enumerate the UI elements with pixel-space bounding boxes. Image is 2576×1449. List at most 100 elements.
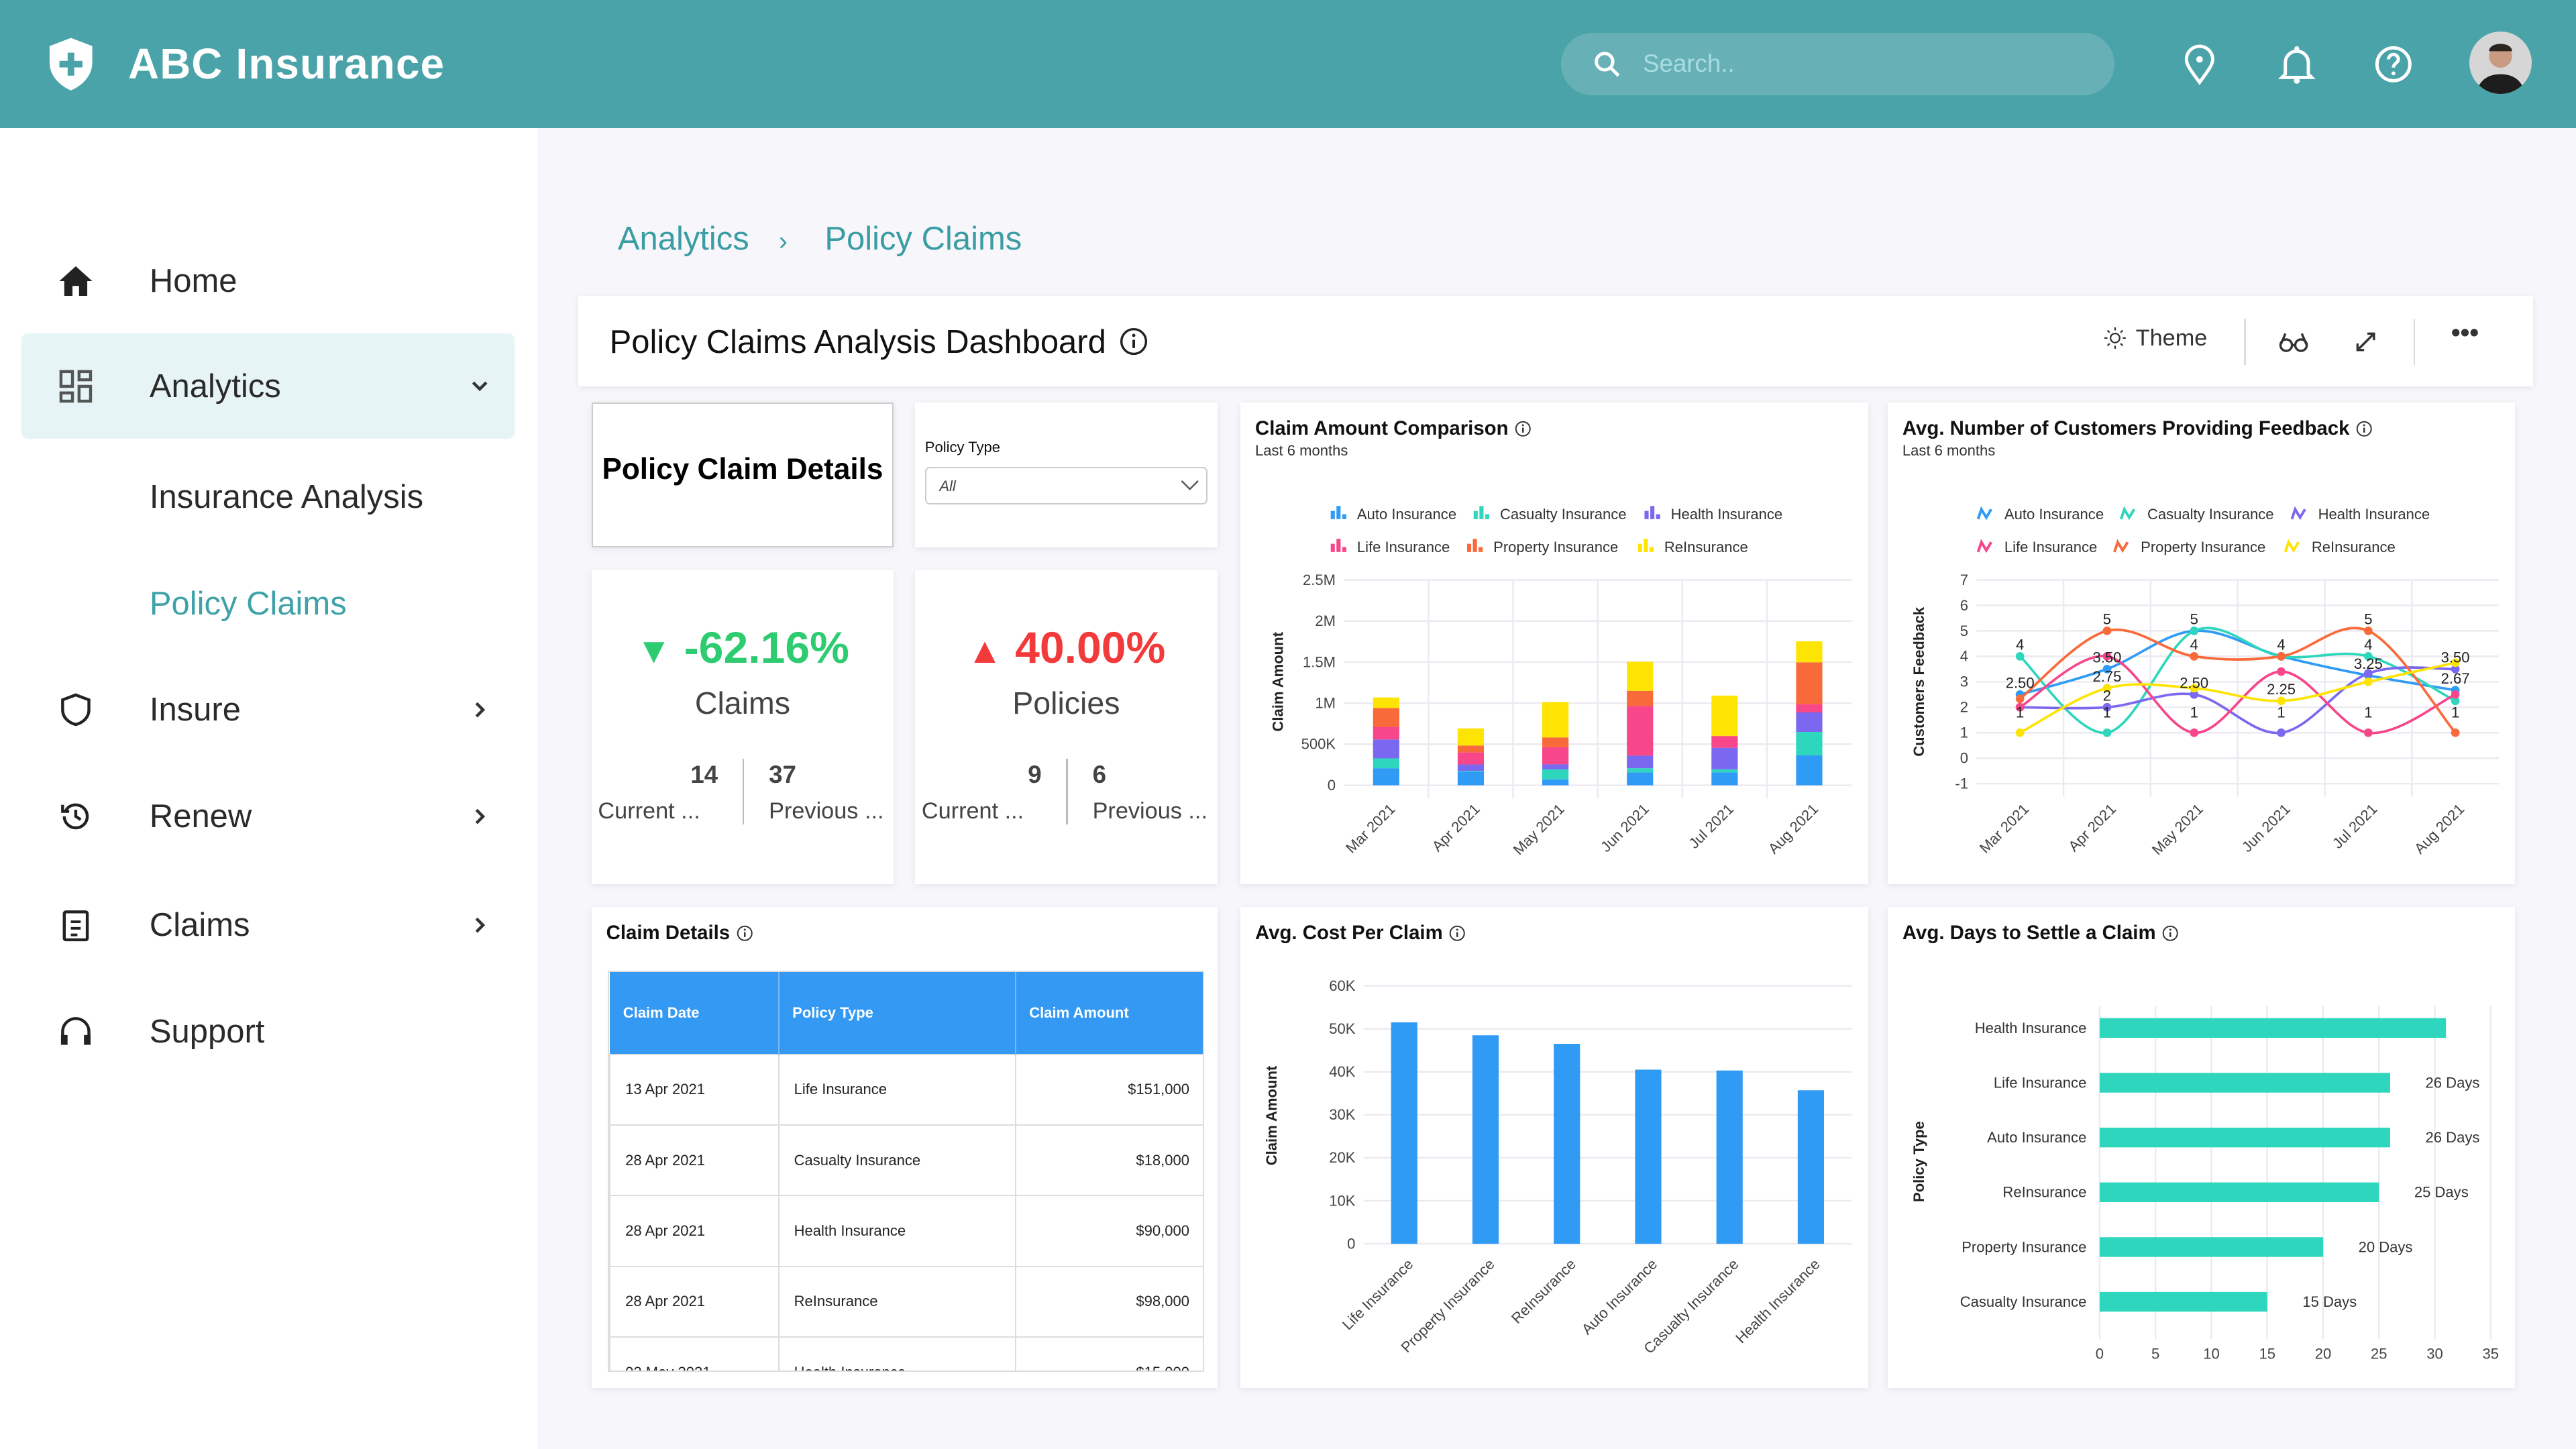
bar-segment	[1627, 706, 1654, 756]
info-icon[interactable]	[1449, 925, 1466, 941]
sidebar-item-analytics[interactable]: Analytics	[21, 333, 515, 439]
bar-segment	[1457, 745, 1485, 753]
series-line	[2019, 661, 2456, 734]
legend-item-property-insurance[interactable]: Property Insurance	[2112, 539, 2265, 555]
legend-item-auto-insurance[interactable]: Auto Insurance	[1330, 506, 1456, 523]
y-axis-title: Policy Type	[1911, 1121, 1927, 1202]
legend-item-health-insurance[interactable]: Health Insurance	[1644, 506, 1782, 523]
x-tick-label: Apr 2021	[1429, 800, 1483, 855]
data-point	[2102, 702, 2112, 712]
info-icon[interactable]	[1119, 327, 1148, 356]
column-header[interactable]: Claim Date	[610, 972, 780, 1055]
bar	[2099, 1291, 2267, 1312]
chevron-right-icon	[475, 702, 486, 718]
kpi-value: ▼ -62.16%	[592, 623, 894, 674]
sidebar-item-renew[interactable]: Renew	[21, 764, 515, 869]
y-tick-label: 5	[1960, 623, 1968, 639]
sidebar-item-home[interactable]: Home	[21, 228, 515, 333]
help-icon[interactable]	[2372, 43, 2415, 86]
y-tick-label: Casualty Insurance	[1960, 1293, 2087, 1310]
claims-table[interactable]: Claim Date Policy Type Claim Amount 13 A…	[608, 971, 1205, 1372]
legend-label: Property Insurance	[2141, 539, 2265, 555]
legend-item-casualty-insurance[interactable]: Casualty Insurance	[2119, 506, 2274, 523]
expand-icon[interactable]	[2353, 329, 2379, 355]
bar-segment	[1542, 702, 1569, 738]
policy-type-dropdown[interactable]: All	[924, 466, 1208, 504]
theme-label: Theme	[2135, 325, 2208, 351]
data-point	[2451, 728, 2460, 737]
sidebar-subitem-insurance-analysis[interactable]: Insurance Analysis	[149, 478, 424, 515]
data-label: 3.50	[2441, 649, 2470, 666]
legend-item-life-insurance[interactable]: Life Insurance	[1976, 539, 2098, 555]
legend-bar-icon	[1342, 547, 1346, 552]
breadcrumb-analytics[interactable]: Analytics	[617, 221, 749, 258]
bar-segment	[1711, 769, 1738, 773]
location-pin-icon[interactable]	[2178, 43, 2221, 86]
up-triangle-icon: ▲	[967, 631, 1003, 672]
column-header[interactable]: Claim Amount	[1015, 972, 1203, 1055]
kpi-label: Claims	[694, 686, 790, 721]
customer-feedback-chart: Avg. Number of Customers Providing Feedb…	[1887, 402, 2516, 884]
legend-item-reinsurance[interactable]: ReInsurance	[2284, 539, 2396, 555]
x-tick-label: 5	[2151, 1345, 2159, 1362]
data-point	[2277, 652, 2286, 661]
series-line	[2019, 627, 2456, 735]
x-tick-label: Jul 2021	[2329, 800, 2381, 852]
user-avatar[interactable]	[2469, 31, 2532, 94]
sidebar-item-insure[interactable]: Insure	[21, 657, 515, 763]
table-cell: Casualty Insurance	[777, 1124, 1016, 1197]
bar-segment	[1796, 712, 1823, 733]
legend-item-life-insurance[interactable]: Life Insurance	[1330, 539, 1450, 555]
info-icon[interactable]	[1515, 421, 1532, 437]
column-header[interactable]: Policy Type	[778, 972, 1016, 1055]
sidebar-item-label: Renew	[149, 798, 252, 835]
legend-item-reinsurance[interactable]: ReInsurance	[1638, 539, 1748, 555]
chart-svg: 0 10K 20K 30K 40K 50K 60K Claim Amount Life Insu…	[1263, 977, 1852, 1357]
legend-item-auto-insurance[interactable]: Auto Insurance	[1976, 506, 2104, 523]
legend-item-casualty-insurance[interactable]: Casualty Insurance	[1473, 506, 1627, 523]
table-row[interactable]: 13 Apr 2021 Life Insurance $151,000	[609, 1053, 1203, 1126]
chart-svg: 0 5 10 15 20 25 30 35 Policy Type Health Insuranc…	[1911, 1005, 2499, 1362]
y-axis-title: Claim Amount	[1270, 631, 1287, 731]
legend-line-icon	[1976, 539, 1992, 553]
dashboard-icon	[59, 370, 92, 402]
search-box[interactable]	[1560, 32, 2114, 96]
table-row[interactable]: 28 Apr 2021 Health Insurance $90,000	[609, 1195, 1203, 1267]
info-icon[interactable]	[2356, 421, 2372, 437]
legend-item-health-insurance[interactable]: Health Insurance	[2290, 506, 2430, 523]
table-cell: $15,000	[1014, 1336, 1203, 1371]
x-tick-label: Jul 2021	[1685, 800, 1737, 852]
legend-bar-icon	[1485, 514, 1490, 519]
info-icon[interactable]	[2162, 925, 2179, 941]
kpi-previous-value: 6	[1092, 760, 1106, 788]
table-row[interactable]: 28 Apr 2021 Casualty Insurance $18,000	[609, 1124, 1203, 1197]
bar-segment	[1711, 772, 1738, 786]
data-point	[2015, 728, 2025, 737]
legend-bar-icon	[1650, 506, 1655, 519]
legend-bar-icon	[1342, 514, 1346, 519]
data-label: 4	[2277, 637, 2285, 653]
table-cell: ReInsurance	[777, 1265, 1016, 1338]
table-row[interactable]: 28 Apr 2021 ReInsurance $98,000	[609, 1265, 1203, 1338]
more-options-icon[interactable]: •••	[2451, 319, 2479, 348]
data-point	[2190, 728, 2198, 737]
sidebar-subitem-policy-claims[interactable]: Policy Claims	[149, 585, 347, 622]
theme-button[interactable]: Theme	[2104, 325, 2207, 352]
x-tick-label: 35	[2482, 1345, 2499, 1362]
legend-item-property-insurance[interactable]: Property Insurance	[1466, 539, 1618, 555]
bell-icon[interactable]	[2275, 43, 2318, 86]
breadcrumb-policy-claims[interactable]: Policy Claims	[824, 221, 1022, 258]
bar-segment	[1373, 739, 1399, 759]
x-tick-label: Apr 2021	[2065, 800, 2119, 855]
legend-line-icon	[2290, 506, 2306, 521]
legend-bar-icon	[1649, 547, 1654, 552]
y-tick-label: 500K	[1301, 736, 1336, 753]
search-input[interactable]	[1642, 50, 2070, 78]
y-tick-label: 10K	[1329, 1192, 1356, 1209]
data-point	[2277, 696, 2286, 706]
info-icon[interactable]	[737, 925, 753, 941]
sidebar-item-claims[interactable]: Claims	[21, 872, 515, 977]
glasses-icon[interactable]	[2279, 329, 2308, 355]
sidebar-item-support[interactable]: Support	[21, 979, 515, 1085]
